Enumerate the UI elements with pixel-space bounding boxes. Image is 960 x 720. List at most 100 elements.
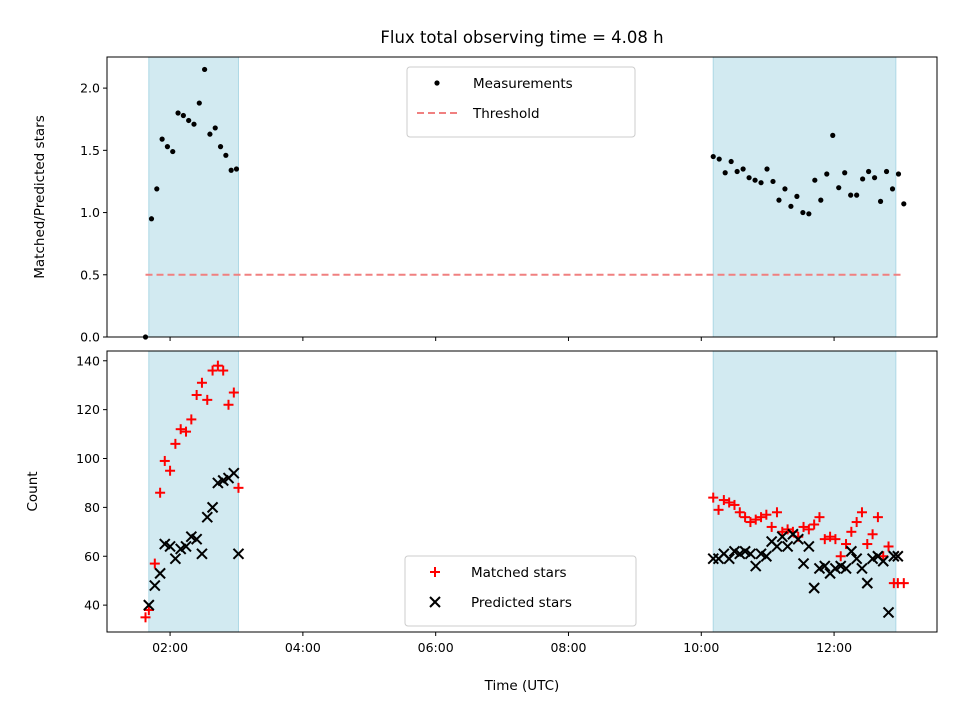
matched-star-point (851, 517, 862, 528)
top-legend: Measurements Threshold (406, 66, 636, 138)
xtick-label: 12:00 (816, 640, 852, 655)
predicted-star-point (861, 577, 873, 589)
matched-star-point (745, 517, 756, 528)
matched-star-point (708, 492, 719, 503)
matched-star-point (740, 512, 751, 523)
bottom-legend-box (404, 555, 637, 627)
matched-star-point (155, 487, 166, 498)
measurement-point (170, 148, 176, 155)
matched-star-point (898, 578, 909, 589)
measurement-point (207, 131, 213, 137)
measurement-point (818, 197, 824, 203)
matched-star-point (777, 526, 788, 537)
top-observing-window-1 (148, 56, 239, 338)
legend-entry-label: Threshold (472, 106, 540, 122)
matched-star-point (181, 426, 192, 437)
bottom-observing-window-1 (148, 350, 239, 633)
matched-star-point (771, 507, 782, 518)
chart-title: Flux total observing time = 4.08 h (380, 28, 663, 47)
measurement-point (233, 166, 240, 172)
predicted-star-point (180, 540, 192, 553)
bottom-ytick-label: 120 (76, 402, 100, 417)
bottom-ytick-label: 100 (76, 451, 100, 466)
predicted-star-point (776, 530, 788, 543)
predicted-star-point (206, 501, 219, 514)
matched-star-point (846, 526, 857, 537)
xtick-label: 04:00 (285, 640, 321, 655)
measurement-point (752, 177, 758, 183)
matched-star-point (149, 558, 160, 569)
measurement-point (812, 177, 818, 183)
legend-entry-label: Predicted stars (471, 595, 572, 611)
matched-star-point (862, 539, 873, 550)
matched-star-point (867, 529, 878, 540)
matched-star-point (223, 399, 234, 410)
measurement-point (175, 110, 181, 116)
predicted-star-point (232, 548, 245, 560)
bottom-ytick-label: 40 (84, 598, 100, 613)
measurement-point (895, 171, 902, 177)
top-observing-window-2 (712, 56, 897, 338)
matched-star-point (809, 519, 820, 530)
matched-star-point (143, 605, 154, 616)
matched-star-point (159, 455, 170, 466)
xtick-label: 10:00 (683, 640, 719, 655)
predicted-star-point (888, 550, 900, 562)
matched-star-point (191, 389, 202, 400)
measurement-point (148, 216, 155, 222)
bottom-ylabel: Count (25, 471, 41, 511)
matched-star-point (766, 521, 777, 532)
predicted-star-point (819, 560, 831, 572)
matched-star-point (170, 438, 181, 449)
measurement-point (866, 168, 872, 175)
measurement-point (223, 152, 229, 158)
measurement-point (217, 144, 224, 150)
measurement-point (159, 136, 165, 142)
measurement-point (202, 66, 208, 73)
top-ytick-label: 1.0 (80, 205, 100, 220)
bottom-axes-frame (106, 350, 938, 633)
predicted-star-point (840, 562, 852, 575)
legend-entry-label: Matched stars (471, 565, 567, 581)
measurement-point (734, 168, 740, 175)
predicted-star-point (781, 540, 794, 553)
measurement-point (854, 192, 860, 198)
measurement-point (728, 158, 734, 165)
matched-star-point (196, 377, 207, 388)
top-axes-frame (106, 56, 938, 338)
top-ytick-label: 0.5 (80, 267, 100, 282)
xtick-label: 06:00 (418, 640, 454, 655)
matched-star-point (883, 541, 894, 552)
predicted-star-point (845, 545, 858, 558)
matched-star-point (713, 504, 724, 515)
predicted-star-point (771, 540, 783, 553)
bottom-series-predicted-stars (143, 467, 904, 619)
matched-star-point (878, 551, 889, 562)
measurement-point (901, 201, 907, 207)
predicted-star-point (196, 548, 208, 560)
measurement-point (883, 168, 890, 175)
matched-star-point (207, 365, 218, 376)
measurement-point (186, 117, 192, 124)
measurement-point (154, 186, 160, 192)
measurement-point (848, 192, 854, 198)
top-ytick-label: 0.0 (80, 330, 100, 345)
bottom-ytick-label: 80 (84, 500, 100, 515)
measurement-point (782, 186, 788, 192)
matched-star-point (718, 495, 729, 506)
predicted-star-point (803, 540, 815, 553)
predicted-star-point (190, 533, 203, 545)
legend-plus-marker (430, 567, 440, 577)
measurement-point (770, 178, 776, 185)
top-ytick-label: 2.0 (80, 81, 100, 96)
measurement-point (191, 121, 197, 127)
matched-star-point (729, 499, 740, 510)
matched-star-point (761, 509, 772, 520)
top-ytick-label: 1.5 (80, 143, 100, 158)
bottom-panel: 40 60 80 100 120 140 02:00 04:00 06:00 08:00 10:00… (25, 350, 938, 694)
bottom-observing-window-2 (712, 350, 897, 633)
matched-star-point (233, 482, 244, 493)
predicted-star-point (164, 540, 176, 553)
measurement-point (758, 180, 764, 186)
matched-star-point (803, 524, 814, 535)
